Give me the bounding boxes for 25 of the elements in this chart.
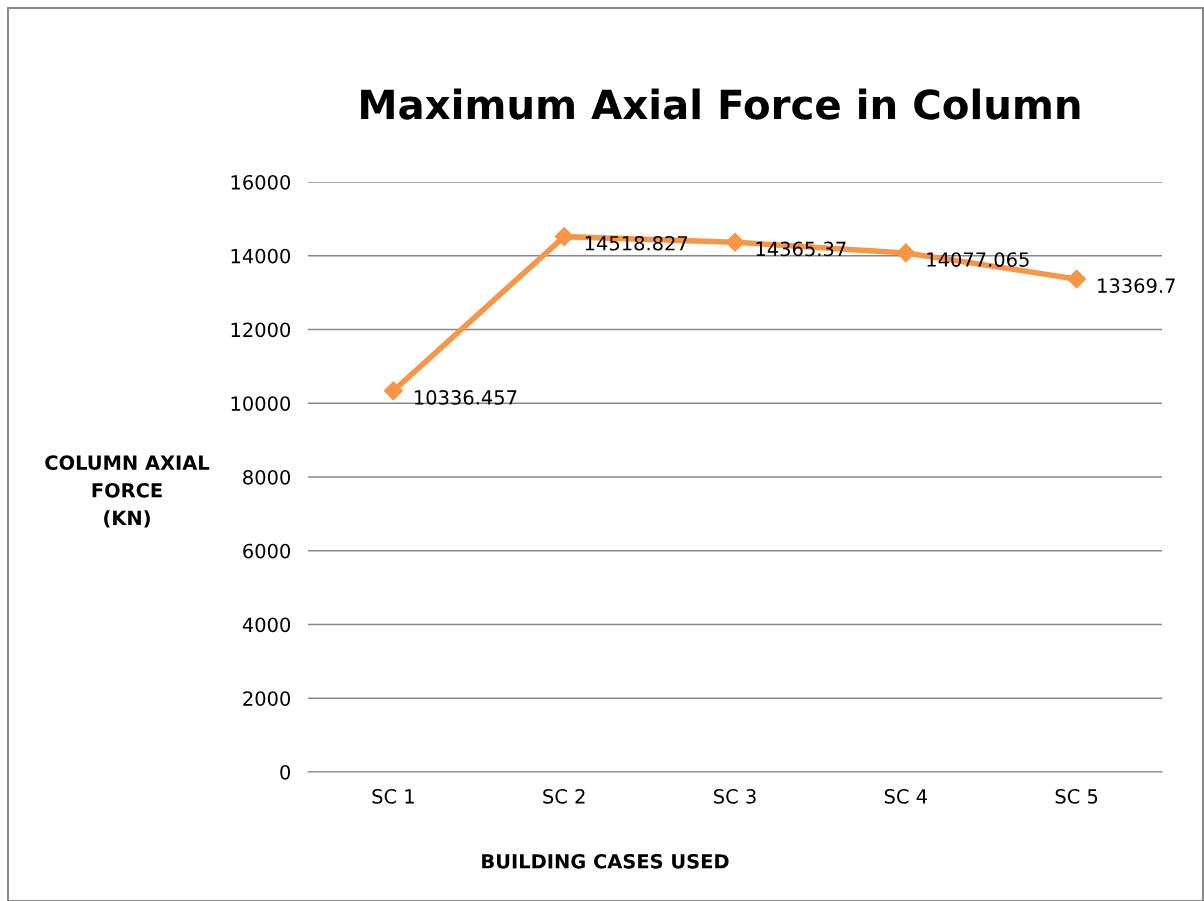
y-tick-label: 6000 — [243, 543, 291, 559]
point — [725, 232, 745, 252]
y-tick-label: 16000 — [231, 174, 291, 190]
point — [554, 227, 574, 247]
y-axis-title: COLUMN AXIAL FORCE (KN) — [45, 455, 210, 528]
data-label: 13369.7 — [1098, 278, 1175, 293]
y-tick-label: 4000 — [242, 617, 291, 633]
y-tick-label: 8000 — [243, 469, 291, 485]
data-label: 10336.457 — [414, 390, 517, 405]
x-tick-label: SC 2 — [543, 789, 585, 804]
point — [383, 381, 403, 401]
x-tick-label: SC 5 — [1055, 789, 1098, 804]
x-tick-label: SC 3 — [714, 789, 756, 804]
x-tick-label: SC 1 — [372, 789, 414, 804]
x-tick-label: SC 4 — [884, 789, 927, 804]
y-tick-label: 0 — [280, 764, 291, 780]
point — [1067, 269, 1087, 289]
chart-title: Maximum Axial Force in Column — [361, 88, 1080, 120]
data-label: 14365.37 — [756, 241, 846, 257]
y-tick-label: 10000 — [231, 396, 291, 411]
point — [896, 243, 916, 263]
y-tick-label: 2000 — [243, 691, 291, 706]
y-tick-label: 14000 — [231, 248, 291, 264]
y-tick-label: 12000 — [231, 322, 291, 338]
x-axis-title: BUILDING CASES USED — [482, 853, 729, 869]
